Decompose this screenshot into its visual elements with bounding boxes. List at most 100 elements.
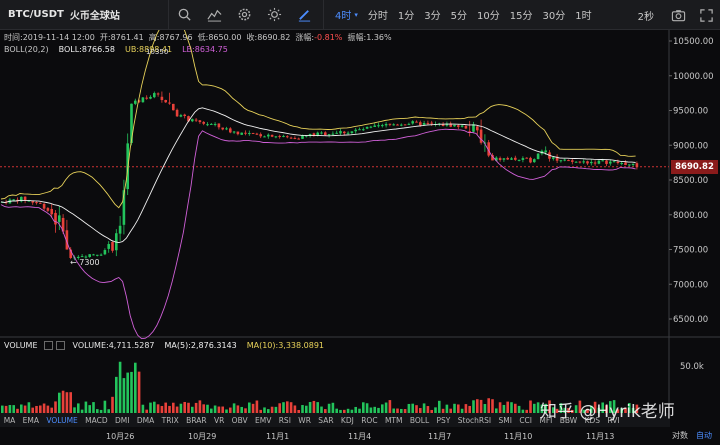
- volume-bar: [206, 404, 209, 413]
- volume-bar: [46, 405, 50, 413]
- price-tick: 8500.00: [673, 176, 708, 186]
- interval-2[interactable]: 1分: [393, 0, 419, 30]
- volume-bar: [122, 378, 126, 413]
- indicator-tab-roc[interactable]: ROC: [361, 415, 378, 425]
- candle-body: [42, 203, 46, 209]
- indicator-tab-obv[interactable]: OBV: [231, 415, 248, 425]
- indicator-tab-sar[interactable]: SAR: [318, 415, 334, 425]
- candle-body: [297, 138, 300, 140]
- volume-bar: [400, 408, 403, 413]
- search-icon[interactable]: [169, 0, 199, 30]
- candle-body: [149, 96, 152, 99]
- indicator-tab-rvi[interactable]: RVI: [607, 415, 620, 425]
- camera-icon[interactable]: [664, 0, 692, 30]
- candle-body: [96, 254, 99, 256]
- fullscreen-icon[interactable]: [692, 0, 720, 30]
- volume-bar: [324, 409, 327, 413]
- volume-bar: [472, 400, 475, 413]
- candle-body: [354, 129, 357, 132]
- interval-label: 4时: [335, 11, 352, 22]
- volume-bar: [244, 408, 247, 413]
- volume-bar: [354, 406, 357, 413]
- volume-bar: [540, 404, 544, 413]
- candle-body: [153, 93, 156, 98]
- candle-body: [552, 157, 555, 159]
- indicator-tab-macd[interactable]: MACD: [85, 415, 108, 425]
- interval-5[interactable]: 10分: [472, 0, 505, 30]
- indicator-tab-emv[interactable]: EMV: [255, 415, 272, 425]
- indicator-tab-brar[interactable]: BRAR: [186, 415, 207, 425]
- volume-bar: [384, 402, 388, 413]
- toolbar: BTC/USDT 火币全球站 4时 ▾ 分时 1分 3分 5分 10分 15分 30分 1时 2秒: [0, 0, 720, 30]
- volume-bar: [377, 407, 380, 413]
- log-scale-toggle[interactable]: 对数: [672, 431, 688, 440]
- indicator-tab-boll[interactable]: BOLL: [409, 415, 430, 425]
- candle-body: [502, 158, 506, 160]
- indicator-tab-dmi[interactable]: DMI: [115, 415, 130, 425]
- candle-body: [365, 126, 369, 129]
- indicator-tab-ema[interactable]: EMA: [22, 415, 40, 425]
- indicator-tab-stochrsi[interactable]: StochRSI: [457, 415, 492, 425]
- volume-bar: [115, 376, 118, 413]
- indicator-tab-mtm[interactable]: MTM: [384, 415, 403, 425]
- candle-body: [464, 125, 468, 129]
- indicator-tab-dma[interactable]: DMA: [136, 415, 155, 425]
- candle-body: [563, 159, 566, 161]
- candle-body: [267, 134, 270, 137]
- volume-bar: [39, 405, 42, 413]
- theme-icon[interactable]: [259, 0, 289, 30]
- candle-body: [605, 160, 608, 164]
- volume-settings-button[interactable]: [43, 341, 53, 350]
- interval-6[interactable]: 15分: [505, 0, 538, 30]
- indicator-tab-smi[interactable]: SMI: [498, 415, 512, 425]
- candle-body: [278, 135, 281, 137]
- indicator-tab-trix[interactable]: TRIX: [161, 415, 179, 425]
- indicator-tab-mfi[interactable]: MFI: [539, 415, 553, 425]
- candle-body: [529, 157, 532, 163]
- draw-icon[interactable]: [289, 0, 319, 30]
- interval-0[interactable]: 4时 ▾: [330, 0, 363, 30]
- candle-body: [175, 109, 179, 117]
- boll-name[interactable]: BOLL(20,2): [4, 45, 49, 54]
- refresh-interval[interactable]: 2秒: [637, 11, 654, 23]
- indicator-tab-ma[interactable]: MA: [3, 415, 16, 425]
- indicator-tab-psy[interactable]: PSY: [436, 415, 451, 425]
- indicator-tabs: MA EMA VOLUME MACD DMI DMA TRIX BRAR VR OBV EMV RSI…: [0, 413, 670, 427]
- candle-body: [536, 153, 540, 160]
- interval-8[interactable]: 1时: [570, 0, 596, 30]
- candle-body: [118, 225, 122, 234]
- indicator-tab-kdj[interactable]: KDJ: [340, 415, 354, 425]
- symbol-selector[interactable]: BTC/USDT 火币全球站: [0, 0, 168, 30]
- interval-3[interactable]: 3分: [419, 0, 445, 30]
- volume-bar: [460, 408, 464, 413]
- indicator-tab-wr[interactable]: WR: [298, 415, 311, 425]
- indicator-tab-rsi[interactable]: RSI: [278, 415, 291, 425]
- indicator-tab-kds[interactable]: KDS: [584, 415, 601, 425]
- indicator-tab-vr[interactable]: VR: [213, 415, 225, 425]
- volume-bar: [571, 409, 574, 413]
- close-value: 收:8690.82: [246, 33, 291, 42]
- candle-body: [403, 124, 407, 126]
- interval-4[interactable]: 5分: [446, 0, 472, 30]
- candle-body: [282, 135, 285, 137]
- candle-body: [141, 97, 145, 103]
- settings-icon[interactable]: [229, 0, 259, 30]
- volume-bar: [92, 402, 95, 413]
- interval-1[interactable]: 分时: [363, 0, 393, 30]
- volume-bar: [529, 400, 532, 413]
- volume-close-button[interactable]: [55, 341, 65, 350]
- volume-bar: [77, 403, 80, 413]
- interval-7[interactable]: 30分: [537, 0, 570, 30]
- time-label: 11月10: [504, 432, 533, 441]
- candlestick-chart[interactable]: 10500.00 10000.00 9500.00 9000.00 8500.00 800…: [0, 30, 720, 428]
- auto-scale-toggle[interactable]: 自动: [696, 431, 712, 440]
- volume-bar: [130, 371, 133, 413]
- indicator-icon[interactable]: [199, 0, 229, 30]
- indicator-tab-volume[interactable]: VOLUME: [46, 415, 78, 425]
- indicator-tab-cci[interactable]: CCI: [519, 415, 532, 425]
- candle-body: [350, 131, 354, 134]
- candle-body: [263, 136, 266, 138]
- indicator-tab-bbw[interactable]: BBW: [559, 415, 578, 425]
- volume-bar: [403, 409, 407, 413]
- candle-body: [137, 100, 141, 102]
